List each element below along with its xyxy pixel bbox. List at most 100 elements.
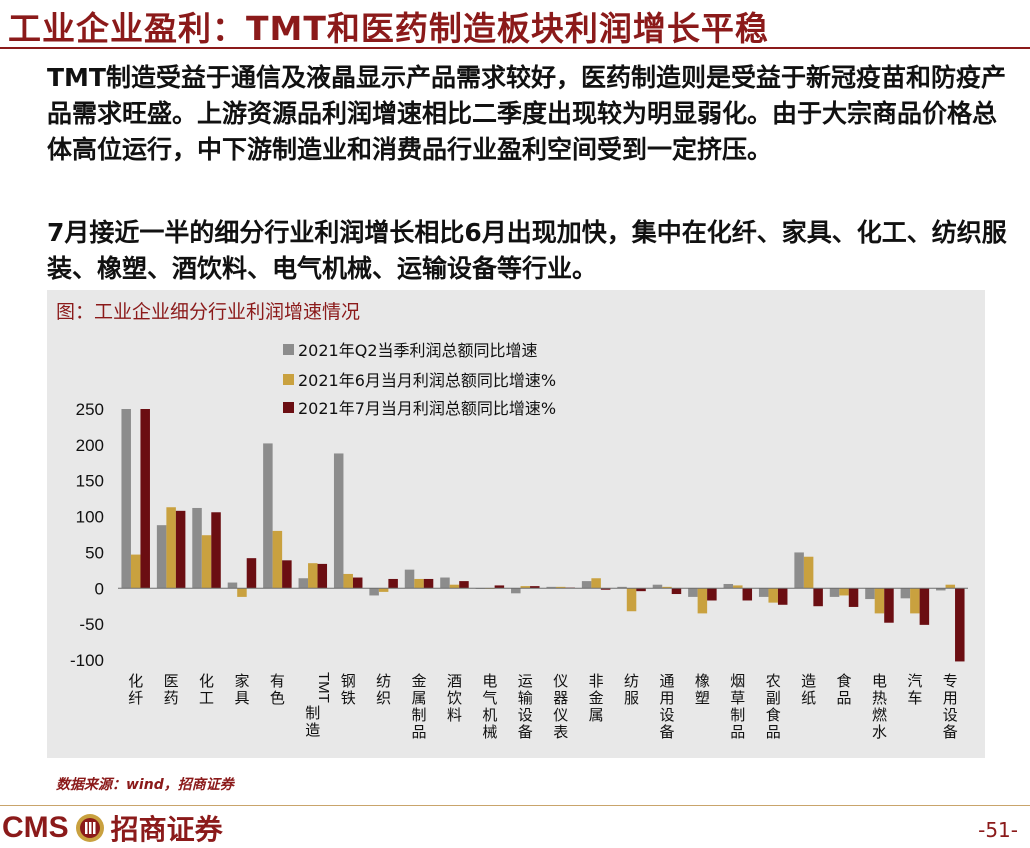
slide-title: 工业企业盈利：TMT和医药制造板块利润增长平稳 xyxy=(8,9,769,48)
bar-1 xyxy=(227,582,238,589)
bar-3 xyxy=(671,588,682,595)
svg-text:器: 器 xyxy=(553,689,568,707)
bar-2 xyxy=(768,588,778,603)
svg-text:烟: 烟 xyxy=(730,672,745,690)
bar-3 xyxy=(211,512,221,589)
bar-1 xyxy=(511,588,521,594)
y-tick-label: 50 xyxy=(85,543,104,562)
svg-text:备: 备 xyxy=(518,723,533,741)
svg-text:非: 非 xyxy=(589,672,604,690)
bar-1 xyxy=(617,586,627,589)
y-tick-label: -50 xyxy=(79,615,104,634)
company-logo: CMS 招商证券 xyxy=(2,810,223,846)
svg-text:备: 备 xyxy=(943,723,958,741)
svg-text:设: 设 xyxy=(518,706,533,724)
svg-text:家: 家 xyxy=(234,672,249,690)
bar-3 xyxy=(813,588,823,607)
svg-text:食: 食 xyxy=(766,706,781,724)
bar-1 xyxy=(581,581,592,589)
bar-3 xyxy=(352,577,363,589)
bar-1 xyxy=(404,569,415,589)
bar-2 xyxy=(733,585,743,589)
bar-1 xyxy=(333,453,344,589)
legend-label-2: 2021年6月当月利润总额同比增速% xyxy=(298,371,556,390)
bar-3 xyxy=(423,578,434,589)
x-tick-label: 食品 xyxy=(837,672,852,707)
svg-text:钢: 钢 xyxy=(341,672,356,690)
svg-text:品: 品 xyxy=(730,723,745,741)
y-tick-label: 100 xyxy=(76,508,104,527)
y-tick-label: 200 xyxy=(76,436,104,455)
x-tick-label: 酒饮料 xyxy=(447,672,462,724)
svg-text:纸: 纸 xyxy=(801,689,816,707)
bar-2 xyxy=(343,573,353,589)
bar-1 xyxy=(298,578,309,589)
bar-3 xyxy=(777,588,788,605)
svg-text:输: 输 xyxy=(518,689,533,707)
legend-swatch-1 xyxy=(283,344,294,355)
bar-3 xyxy=(317,563,328,589)
svg-text:铁: 铁 xyxy=(341,689,356,707)
bar-2 xyxy=(839,588,849,596)
bar-2 xyxy=(201,535,212,589)
bar-2 xyxy=(697,588,708,614)
svg-text:汽: 汽 xyxy=(907,672,922,690)
svg-text:仪: 仪 xyxy=(553,672,568,690)
bar-3 xyxy=(494,585,505,589)
svg-text:色: 色 xyxy=(270,689,285,707)
svg-text:燃: 燃 xyxy=(872,706,887,724)
svg-text:副: 副 xyxy=(766,689,781,707)
bar-1 xyxy=(546,586,556,589)
bar-3 xyxy=(459,581,469,589)
bar-1 xyxy=(794,552,804,589)
bar-1 xyxy=(192,507,202,589)
bar-2 xyxy=(378,588,389,592)
bar-2 xyxy=(272,530,283,589)
x-tick-label: 电气机械 xyxy=(482,672,497,741)
svg-text:食: 食 xyxy=(837,672,852,690)
title-divider xyxy=(0,47,1030,49)
bar-1 xyxy=(829,588,840,597)
svg-text:械: 械 xyxy=(482,723,497,741)
bar-1 xyxy=(369,588,379,596)
bar-3 xyxy=(282,560,292,589)
svg-text:设: 设 xyxy=(943,706,958,724)
svg-text:电: 电 xyxy=(872,672,887,690)
bar-1 xyxy=(900,588,911,599)
svg-text:具: 具 xyxy=(234,689,249,707)
x-tick-label: 钢铁 xyxy=(341,672,356,707)
bar-1 xyxy=(156,525,167,589)
svg-text:用: 用 xyxy=(943,689,958,707)
x-tick-label: 汽车 xyxy=(907,672,922,707)
svg-text:TMT: TMT xyxy=(315,672,332,703)
svg-text:工: 工 xyxy=(199,689,214,707)
bar-3 xyxy=(955,588,965,662)
chart-title: 图：工业企业细分行业利润增速情况 xyxy=(56,301,361,323)
bar-2 xyxy=(874,588,885,614)
page-number: -51- xyxy=(978,818,1018,842)
svg-text:造: 造 xyxy=(305,721,320,739)
bar-2 xyxy=(308,563,318,589)
bar-1 xyxy=(263,443,273,589)
legend-swatch-2 xyxy=(283,374,294,385)
bar-3 xyxy=(388,578,398,589)
bar-3 xyxy=(742,588,753,601)
svg-text:气: 气 xyxy=(482,689,497,707)
bar-2 xyxy=(803,556,814,589)
svg-text:设: 设 xyxy=(659,706,674,724)
svg-text:造: 造 xyxy=(801,672,816,690)
logo-emblem-icon xyxy=(75,814,104,842)
legend-label-1: 2021年Q2当季利润总额同比增速 xyxy=(298,341,538,360)
bar-1 xyxy=(688,588,698,597)
y-tick-label: 150 xyxy=(76,472,104,491)
svg-text:酒: 酒 xyxy=(447,672,462,690)
svg-text:料: 料 xyxy=(447,706,462,724)
svg-text:织: 织 xyxy=(376,689,391,707)
svg-text:制: 制 xyxy=(730,706,745,724)
